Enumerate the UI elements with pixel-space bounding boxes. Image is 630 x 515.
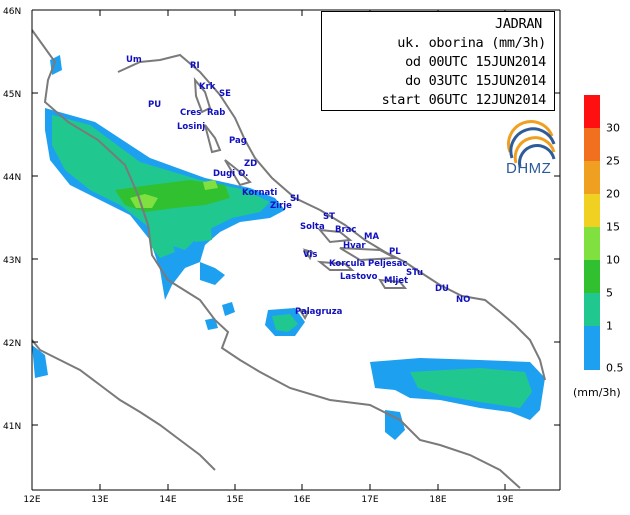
place-label: Solta: [300, 222, 325, 232]
legend-label: 20: [606, 187, 620, 201]
place-label: Rab: [207, 108, 225, 118]
place-label: PU: [148, 100, 161, 110]
x-tick-label: 14E: [159, 495, 176, 505]
axis-ticks: [31, 9, 561, 491]
place-label: Mljet: [384, 276, 408, 286]
legend-label: 0.5: [606, 361, 624, 375]
x-tick-label: 15E: [226, 495, 243, 505]
x-tick-label: 13E: [91, 495, 108, 505]
y-tick-label: 44N: [3, 173, 21, 183]
y-tick-label: 43N: [3, 256, 21, 266]
y-tick-label: 45N: [3, 90, 21, 100]
coastline: [31, 29, 546, 489]
legend-label: 5: [606, 286, 613, 300]
place-label: Brac: [335, 225, 356, 235]
place-label: Kornati: [242, 188, 277, 198]
place-label: Dugi O.: [213, 169, 248, 179]
place-label: ST: [323, 212, 335, 222]
valid-to: do 03UTC 15JUN2014: [405, 73, 546, 89]
place-label: Palagruza: [295, 307, 343, 317]
info-box: JADRAN uk. oborina (mm/3h) od 00UTC 15JU…: [321, 11, 555, 111]
legend-colorbar: [584, 95, 600, 370]
place-label: ZD: [244, 159, 257, 169]
place-label: PL: [389, 247, 401, 257]
x-tick-label: 12E: [23, 495, 40, 505]
legend-swatch: [584, 326, 600, 370]
place-label: Um: [126, 55, 142, 65]
dhmz-logo: [507, 120, 556, 168]
x-tick-label: 18E: [429, 495, 446, 505]
legend-swatch: [584, 227, 600, 260]
place-label: Vis: [303, 250, 317, 260]
legend-label: 15: [606, 220, 620, 234]
place-label: Pag: [229, 136, 247, 146]
variable-label: uk. oborina (mm/3h): [397, 35, 546, 51]
y-tick-label: 46N: [3, 7, 21, 17]
place-label: Losinj: [177, 122, 205, 132]
place-label: Lastovo: [340, 272, 378, 282]
place-label: DU: [435, 284, 449, 294]
place-label: RI: [190, 61, 200, 71]
legend-swatch: [584, 293, 600, 326]
legend-label: 10: [606, 253, 620, 267]
place-label: Peljesac: [368, 259, 407, 269]
legend-label: 30: [606, 121, 620, 135]
region-title: JADRAN: [495, 16, 542, 32]
place-label: Krk: [199, 82, 216, 92]
place-label: Korcula: [329, 259, 365, 269]
legend-label: 1: [606, 319, 613, 333]
place-label: SI: [290, 194, 299, 204]
legend-swatch: [584, 128, 600, 161]
place-label: STu: [406, 268, 423, 278]
place-label: MA: [364, 232, 379, 242]
logo-text: DHMZ: [506, 160, 552, 177]
place-label: Cres: [180, 108, 201, 118]
place-label: Hvar: [343, 241, 366, 251]
x-axis-labels: 12E 13E 14E 15E 16E 17E 18E 19E: [23, 495, 513, 505]
legend-swatch: [584, 95, 600, 128]
place-label: SE: [219, 89, 231, 99]
legend-unit: (mm/3h): [573, 386, 621, 399]
precip-layer-10: [130, 180, 218, 208]
legend-swatch: [584, 161, 600, 194]
place-label: Zirje: [270, 201, 292, 211]
y-tick-label: 42N: [3, 339, 21, 349]
legend-swatch: [584, 260, 600, 293]
x-tick-label: 16E: [293, 495, 310, 505]
place-labels: Um RI Krk SE PU Cres Rab Losinj Pag ZD D…: [126, 55, 470, 317]
y-tick-label: 41N: [3, 422, 21, 432]
x-tick-label: 17E: [361, 495, 378, 505]
model-start: start 06UTC 12JUN2014: [381, 92, 547, 108]
valid-from: od 00UTC 15JUN2014: [405, 54, 546, 70]
x-tick-label: 19E: [496, 495, 513, 505]
legend-label: 25: [606, 154, 620, 168]
place-label: NO: [456, 295, 470, 305]
legend-swatch: [584, 194, 600, 227]
y-axis-labels: 46N 45N 44N 43N 42N 41N: [3, 7, 21, 432]
